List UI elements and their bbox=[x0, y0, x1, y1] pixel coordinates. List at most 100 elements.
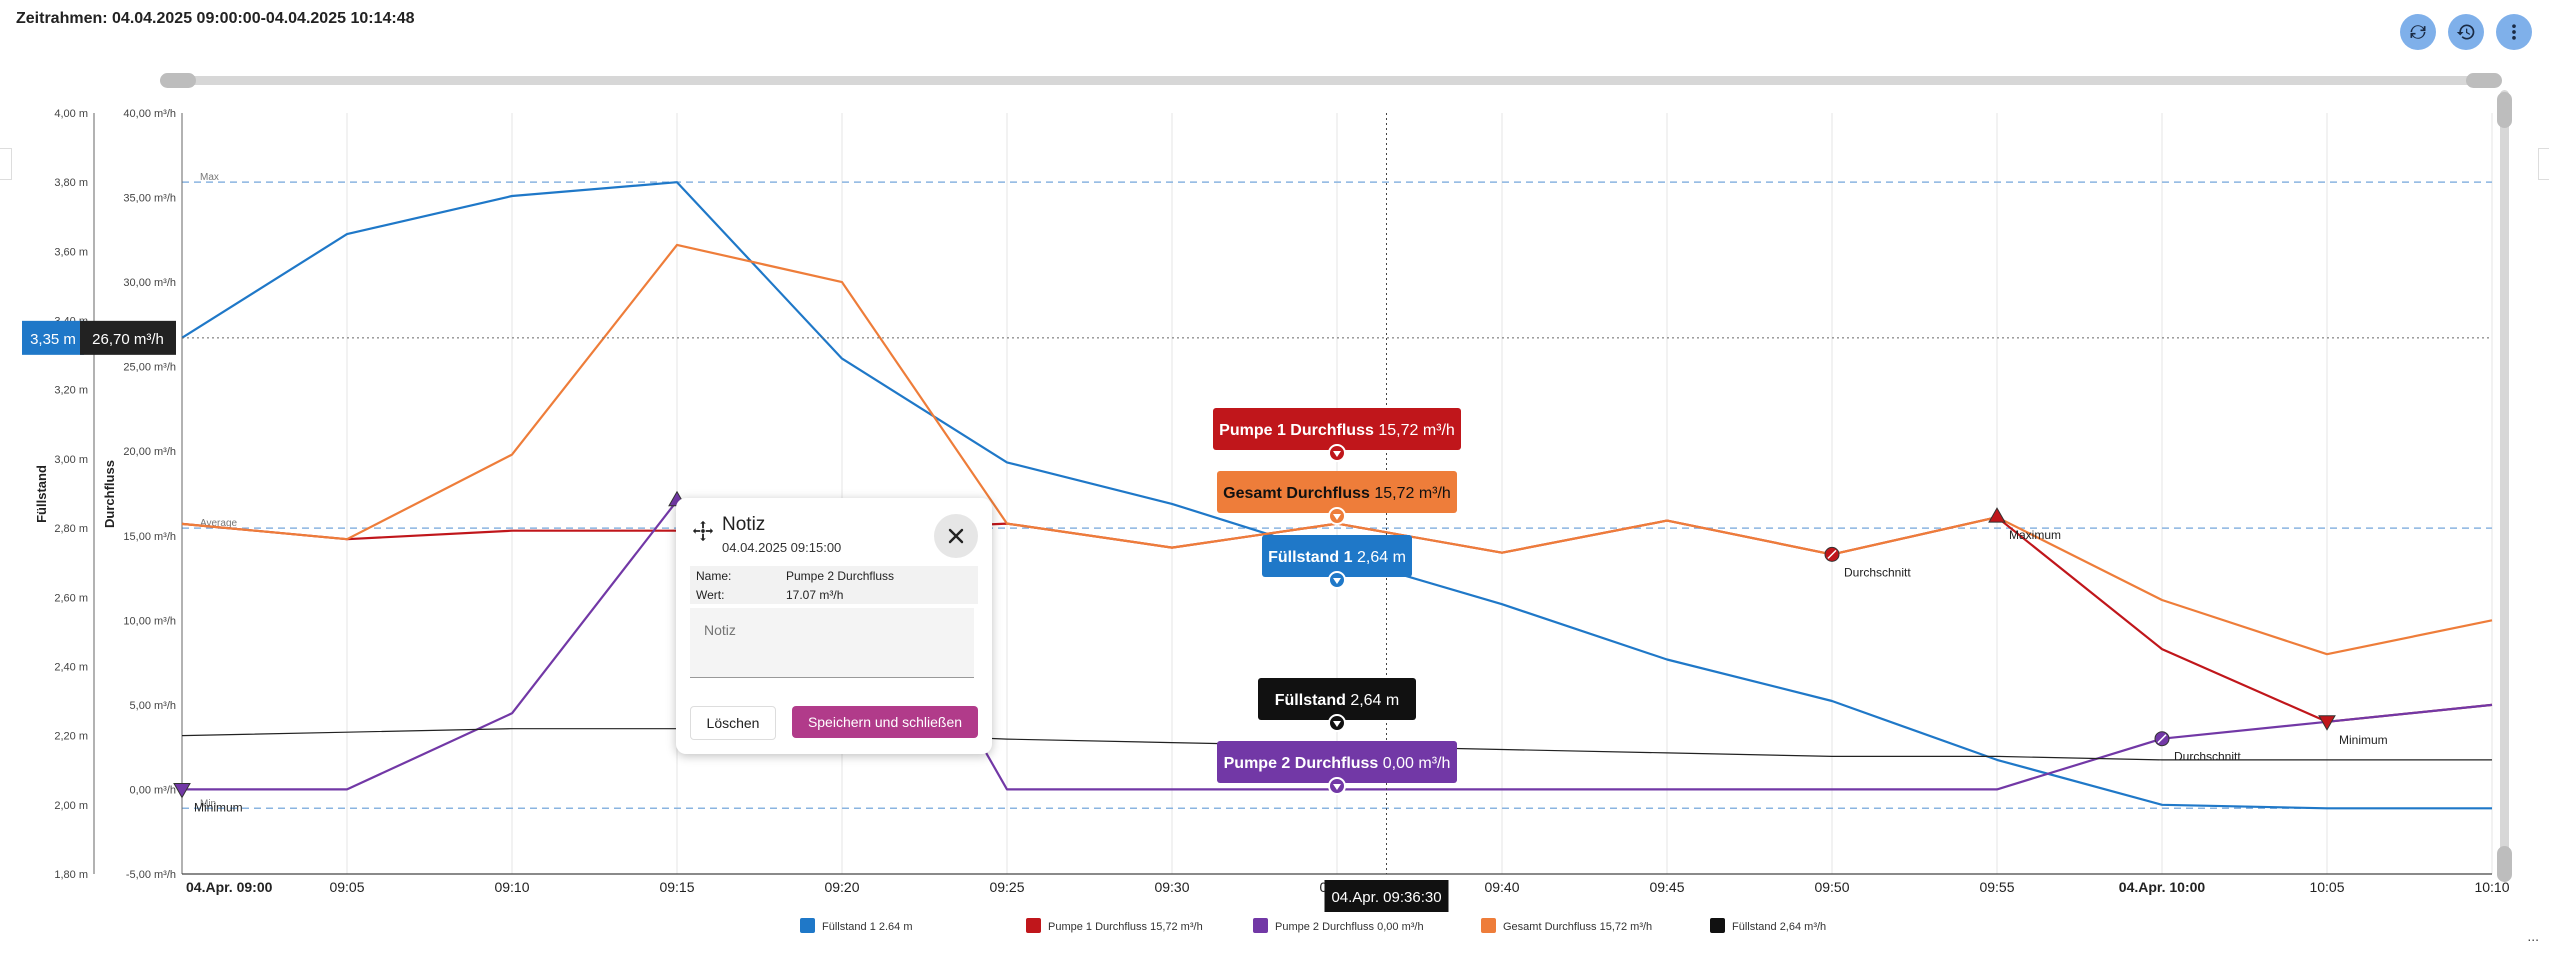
tooltip-pin-arrow bbox=[1333, 451, 1341, 457]
x-tick-label: 09:40 bbox=[1484, 879, 1519, 895]
x-tick-label: 09:10 bbox=[494, 879, 529, 895]
tooltip-pin-arrow bbox=[1333, 514, 1341, 520]
legend-item-label: Gesamt Durchfluss 15,72 m³/h bbox=[1503, 921, 1652, 933]
refresh-button[interactable] bbox=[2400, 14, 2436, 50]
tooltip-text: Füllstand 2,64 m bbox=[1275, 692, 1399, 709]
value-value: 17.07 m³/h bbox=[786, 587, 844, 602]
left-tick-label: 3,00 m bbox=[54, 454, 88, 466]
x-tick-label: 09:25 bbox=[989, 879, 1024, 895]
history-button[interactable] bbox=[2448, 14, 2484, 50]
note-input[interactable] bbox=[690, 608, 974, 678]
value-row: Wert: 17.07 m³/h bbox=[690, 585, 978, 604]
reference-line-label: Max bbox=[200, 172, 219, 183]
delete-button[interactable]: Löschen bbox=[690, 706, 776, 740]
tooltip-text: Pumpe 2 Durchfluss 0,00 m³/h bbox=[1224, 755, 1451, 772]
crosshair-left-value-bg bbox=[22, 320, 84, 355]
left-tick-label: 2,20 m bbox=[54, 731, 88, 743]
x-tick-label: 09:55 bbox=[1979, 879, 2014, 895]
right-tick-label: -5,00 m³/h bbox=[126, 869, 176, 881]
name-value: Pumpe 2 Durchfluss bbox=[786, 568, 895, 583]
tooltip-box bbox=[1217, 741, 1457, 783]
tooltip-pin-arrow bbox=[1333, 784, 1341, 790]
value-range-top-handle[interactable] bbox=[2497, 92, 2512, 128]
close-icon bbox=[948, 528, 964, 544]
right-axis-title: Durchfluss bbox=[102, 460, 117, 528]
left-tick-label: 3,20 m bbox=[54, 385, 88, 397]
popup-title: Notiz bbox=[722, 514, 766, 535]
page-title: Zeitrahmen: 04.04.2025 09:00:00-04.04.20… bbox=[16, 10, 415, 27]
range-start-handle[interactable] bbox=[160, 73, 196, 88]
marker-label: Durchschnitt bbox=[1844, 565, 1911, 579]
value-range-scrollbar[interactable] bbox=[2500, 90, 2509, 880]
tooltip-box bbox=[1213, 408, 1461, 450]
range-end-handle[interactable] bbox=[2466, 73, 2502, 88]
left-tick-label: 2,40 m bbox=[54, 661, 88, 673]
value-label: Wert: bbox=[696, 587, 725, 602]
left-tick-label: 1,80 m bbox=[54, 869, 88, 881]
tooltip-pin-arrow bbox=[1333, 578, 1341, 584]
time-range-scrollbar[interactable] bbox=[160, 76, 2500, 85]
x-tick-label: 09:50 bbox=[1814, 879, 1849, 895]
marker-label: Minimum bbox=[194, 800, 243, 814]
value-range-bottom-handle[interactable] bbox=[2497, 846, 2512, 882]
x-tick-label: 09:05 bbox=[329, 879, 364, 895]
history-icon bbox=[2456, 24, 2475, 40]
marker-label: Minimum bbox=[2339, 733, 2388, 747]
right-tick-label: 30,00 m³/h bbox=[123, 277, 176, 289]
tooltip-text: Gesamt Durchfluss 15,72 m³/h bbox=[1223, 485, 1451, 502]
right-tick-label: 0,00 m³/h bbox=[130, 784, 176, 796]
maximum-marker[interactable] bbox=[1988, 507, 2006, 523]
legend-swatch[interactable] bbox=[1253, 918, 1268, 933]
close-button[interactable] bbox=[934, 514, 978, 558]
x-tick-label: 09:45 bbox=[1649, 879, 1684, 895]
legend-item-label: Pumpe 1 Durchfluss 15,72 m³/h bbox=[1048, 921, 1203, 933]
right-tick-label: 10,00 m³/h bbox=[123, 615, 176, 627]
move-icon[interactable] bbox=[692, 520, 714, 542]
right-tick-label: 20,00 m³/h bbox=[123, 446, 176, 458]
legend-swatch[interactable] bbox=[1481, 918, 1496, 933]
note-details-table: Name: Pumpe 2 Durchfluss Wert: 17.07 m³/… bbox=[690, 566, 978, 604]
right-tick-label: 5,00 m³/h bbox=[130, 700, 176, 712]
left-tick-label: 3,80 m bbox=[54, 177, 88, 189]
legend-swatch[interactable] bbox=[1710, 918, 1725, 933]
left-tick-label: 2,60 m bbox=[54, 592, 88, 604]
x-tick-label: 10:10 bbox=[2474, 879, 2509, 895]
crosshair-right-value-bg bbox=[80, 320, 176, 355]
reference-line-label: Average bbox=[200, 518, 238, 529]
tooltip-box bbox=[1217, 471, 1457, 513]
x-tick-label: 09:30 bbox=[1154, 879, 1189, 895]
legend-item-label: Füllstand 2,64 m³/h bbox=[1732, 921, 1826, 933]
legend-swatch[interactable] bbox=[800, 918, 815, 933]
legend-swatch[interactable] bbox=[1026, 918, 1041, 933]
tooltip-pin-arrow bbox=[1333, 721, 1341, 727]
x-tick-label: 04.Apr. 10:00 bbox=[2119, 879, 2206, 895]
more-vertical-icon bbox=[2512, 24, 2516, 40]
more-options-button[interactable] bbox=[2496, 14, 2532, 50]
minimum-marker[interactable] bbox=[173, 782, 191, 799]
left-tick-label: 2,00 m bbox=[54, 800, 88, 812]
crosshair-right-value: 26,70 m³/h bbox=[92, 331, 164, 348]
right-tick-label: 15,00 m³/h bbox=[123, 531, 176, 543]
legend-item-label: Pumpe 2 Durchfluss 0,00 m³/h bbox=[1275, 921, 1424, 933]
note-popup: Notiz 04.04.2025 09:15:00 Name: Pumpe 2 … bbox=[676, 498, 992, 754]
tooltip-text: Füllstand 1 2,64 m bbox=[1268, 549, 1406, 566]
refresh-icon bbox=[2410, 25, 2426, 39]
marker-label: Durchschnitt bbox=[2174, 750, 2241, 764]
crosshair-left-value: 3,35 m bbox=[30, 331, 76, 348]
average-marker-slash bbox=[2157, 734, 2167, 744]
left-axis-title: Füllstand bbox=[34, 465, 49, 523]
right-tick-label: 40,00 m³/h bbox=[123, 108, 176, 120]
popup-date: 04.04.2025 09:15:00 bbox=[722, 540, 842, 555]
left-panel-tab[interactable] bbox=[0, 148, 12, 180]
minimum-marker[interactable] bbox=[2318, 715, 2336, 731]
right-tick-label: 35,00 m³/h bbox=[123, 193, 176, 205]
left-tick-label: 2,80 m bbox=[54, 523, 88, 535]
right-panel-tab[interactable] bbox=[2538, 148, 2549, 180]
more-dots[interactable]: ... bbox=[2527, 928, 2539, 944]
tooltip-text: Pumpe 1 Durchfluss 15,72 m³/h bbox=[1219, 422, 1455, 439]
name-row: Name: Pumpe 2 Durchfluss bbox=[690, 566, 978, 585]
average-marker-slash bbox=[1827, 549, 1837, 559]
save-and-close-button[interactable]: Speichern und schließen bbox=[792, 706, 978, 738]
x-tick-label: 10:05 bbox=[2309, 879, 2344, 895]
